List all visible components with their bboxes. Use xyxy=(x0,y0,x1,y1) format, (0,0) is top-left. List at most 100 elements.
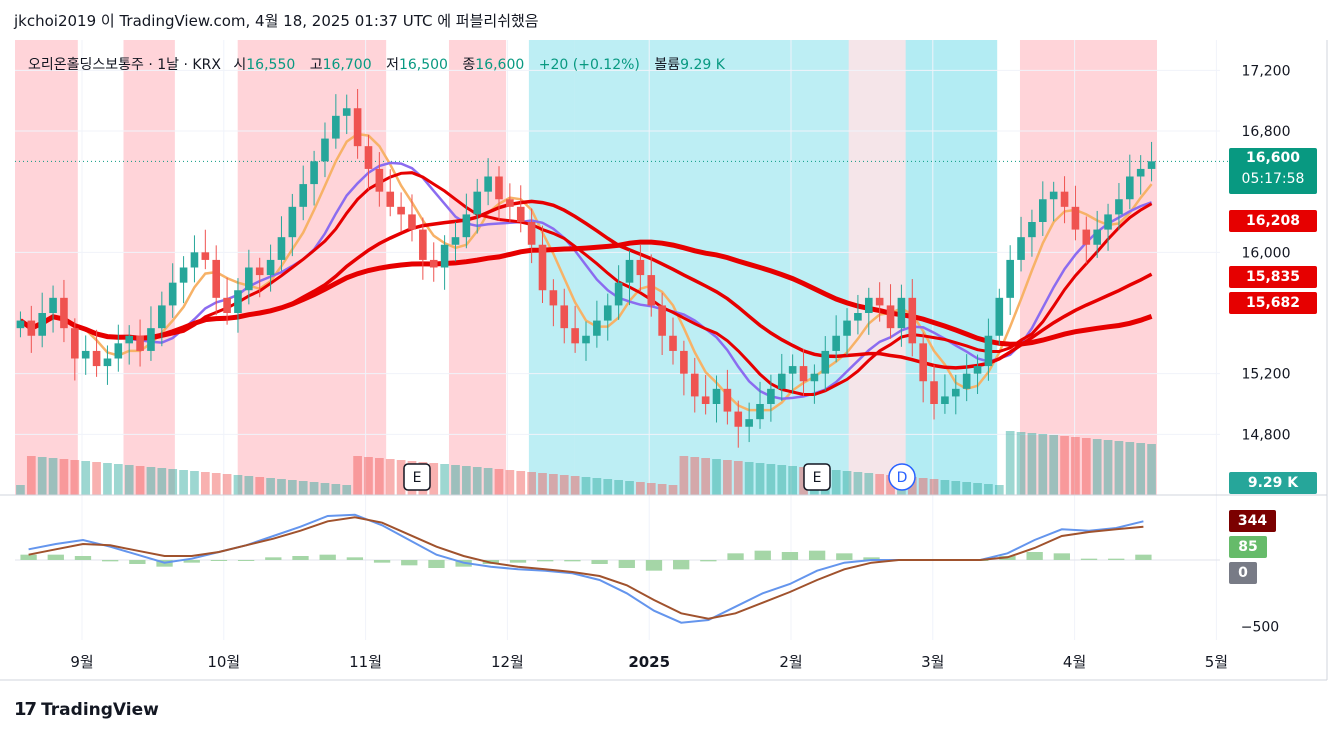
dividend-marker-label: D xyxy=(897,470,908,486)
osc-histogram-bar xyxy=(20,554,37,560)
volume-bar xyxy=(353,456,362,495)
candle-body xyxy=(582,335,590,344)
bg-band-4 xyxy=(528,40,575,495)
candle-body xyxy=(212,259,221,298)
candle-body xyxy=(516,206,525,222)
candle-body xyxy=(734,411,743,427)
volume-bar xyxy=(766,464,776,495)
candle-body xyxy=(854,313,862,321)
candle-body xyxy=(560,305,569,329)
osc-tag-2: 85 xyxy=(1229,536,1267,558)
volume-bar xyxy=(309,482,319,495)
candle-body xyxy=(506,199,514,207)
candle-body xyxy=(1049,191,1058,200)
ma1-tag: 16,208 xyxy=(1229,210,1317,232)
osc-histogram-bar xyxy=(401,560,418,566)
candle-body xyxy=(538,244,547,291)
high-value: 16,700 xyxy=(322,57,372,73)
candle-body xyxy=(277,237,286,260)
osc-histogram-bar xyxy=(129,560,146,564)
bg-band-6 xyxy=(848,40,906,495)
volume-bar xyxy=(712,459,721,495)
candle-body xyxy=(429,259,438,268)
time-tick-label: 2025 xyxy=(628,653,670,671)
time-tick-label: 11월 xyxy=(349,653,382,671)
osc-histogram-bar xyxy=(1080,558,1098,560)
candle-body xyxy=(419,229,427,260)
time-tick-label: 4월 xyxy=(1063,653,1086,671)
volume-bar xyxy=(244,476,254,495)
osc-histogram-bar xyxy=(428,560,445,568)
price-tick-label: 16,800 xyxy=(1242,124,1291,140)
candle-body xyxy=(723,388,732,412)
osc-histogram-bar xyxy=(1053,553,1070,560)
osc-tag-3: 0 xyxy=(1229,562,1257,584)
volume-bar xyxy=(113,464,123,495)
osc-histogram-bar xyxy=(346,557,364,560)
osc-tag-1: 344 xyxy=(1229,510,1276,532)
volume-bar xyxy=(157,468,167,495)
osc-histogram-bar xyxy=(808,550,826,560)
candle-body xyxy=(941,396,949,404)
volume-bar xyxy=(864,473,874,495)
volume-bar xyxy=(451,465,460,495)
volume-bar xyxy=(549,474,558,495)
candle-body xyxy=(886,305,895,329)
candle-body xyxy=(71,328,79,359)
volume-bar xyxy=(614,480,623,495)
osc-histogram-bar xyxy=(1135,554,1152,560)
volume-bar xyxy=(1103,440,1113,495)
volume-bar xyxy=(592,478,602,495)
osc-histogram-bar xyxy=(292,556,309,560)
volume-bar xyxy=(375,458,384,495)
volume-bar xyxy=(429,463,439,495)
price-tick-label: 14,800 xyxy=(1242,427,1291,443)
osc-histogram-bar xyxy=(509,560,527,563)
volume-bar xyxy=(168,469,178,495)
osc-histogram-bar xyxy=(863,557,880,560)
osc-histogram-bar xyxy=(754,550,771,560)
candle-body xyxy=(527,222,536,245)
osc-histogram-bar xyxy=(373,560,391,563)
osc-histogram-bar xyxy=(781,552,799,560)
ma3-tag: 15,682 xyxy=(1229,292,1317,314)
time-tick-label: 5월 xyxy=(1205,653,1228,671)
volume-bar xyxy=(364,457,373,495)
volume-bar xyxy=(320,483,330,495)
volume-bar xyxy=(135,466,145,495)
osc-histogram-bar xyxy=(265,557,282,560)
candle-body xyxy=(1038,199,1047,222)
price-tick-label: 15,200 xyxy=(1242,367,1291,383)
candle-body xyxy=(310,161,318,185)
last-price-tag: 16,600 05:17:58 xyxy=(1229,148,1317,194)
candle-body xyxy=(603,305,612,321)
candle-body xyxy=(1115,199,1123,215)
volume-bar xyxy=(1027,433,1037,495)
tradingview-logo[interactable]: 17 TradingView xyxy=(14,699,159,720)
close-value: 16,600 xyxy=(475,57,525,73)
candle-body xyxy=(495,176,503,200)
volume-bar xyxy=(962,482,972,495)
volume-bar xyxy=(16,485,25,495)
time-tick-label: 3월 xyxy=(921,653,944,671)
signal-line xyxy=(28,516,1144,620)
volume-bar xyxy=(472,467,482,495)
osc-histogram-bar xyxy=(564,560,581,562)
osc-histogram-bar xyxy=(727,553,744,560)
candle-body xyxy=(81,350,90,359)
candle-body xyxy=(27,320,36,336)
volume-bar xyxy=(385,459,395,495)
volume-bar xyxy=(287,480,297,495)
volume-bar xyxy=(70,460,80,495)
candle-body xyxy=(440,244,449,268)
osc-histogram-bar xyxy=(591,560,608,564)
candle-body xyxy=(1071,206,1080,230)
volume-bar xyxy=(179,470,188,495)
volume-bar xyxy=(222,474,232,495)
candle-body xyxy=(147,328,155,351)
candle-body xyxy=(680,350,688,374)
volume-bar xyxy=(505,470,515,495)
time-tick-label: 9월 xyxy=(70,653,93,671)
volume-bar xyxy=(603,479,613,495)
